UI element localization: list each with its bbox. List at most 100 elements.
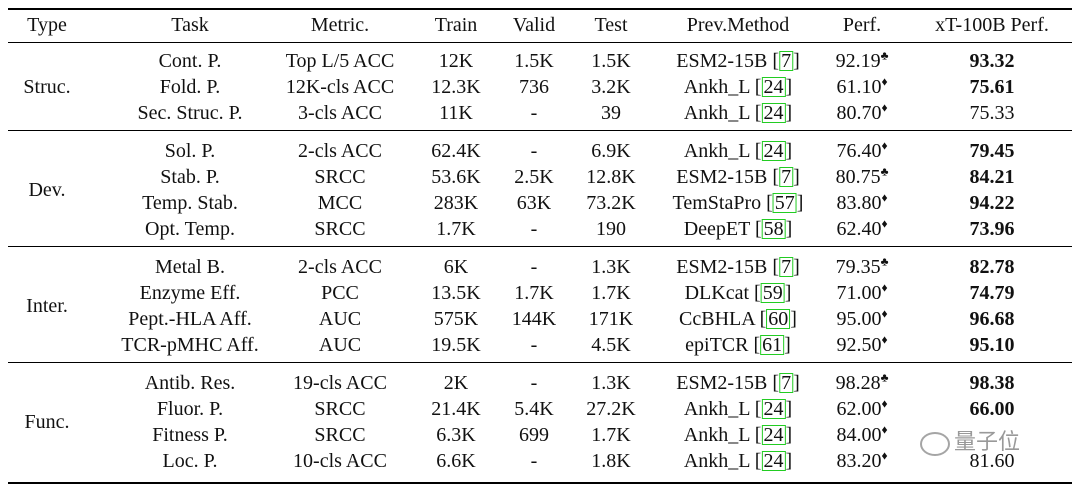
perf-cell: 83.20♦ bbox=[836, 448, 887, 474]
club-icon: ♣ bbox=[880, 164, 889, 179]
xt-perf-cell: 96.68 bbox=[969, 308, 1015, 330]
header-0: Type bbox=[27, 14, 67, 36]
perf-value: 83.20 bbox=[836, 450, 882, 472]
prev-method-cell: ESM2-15B [7] bbox=[676, 50, 800, 72]
diamond-icon: ♦ bbox=[881, 100, 888, 115]
citation-link[interactable]: 7 bbox=[779, 372, 794, 394]
citation-link[interactable]: 61 bbox=[760, 334, 785, 356]
xt-perf-cell: 75.33 bbox=[969, 102, 1015, 124]
diamond-icon: ♦ bbox=[881, 280, 888, 295]
perf-cell: 71.00♦ bbox=[836, 280, 887, 306]
diamond-icon: ♦ bbox=[881, 138, 888, 153]
diamond-icon: ♦ bbox=[881, 190, 888, 205]
club-icon: ♣ bbox=[880, 48, 889, 63]
xt-perf-cell: 66.00 bbox=[969, 398, 1015, 420]
metric-cell: SRCC bbox=[314, 398, 366, 420]
perf-cell: 76.40♦ bbox=[836, 138, 887, 164]
xt-perf-cell: 95.10 bbox=[969, 334, 1015, 356]
train-cell: 1.7K bbox=[436, 218, 476, 240]
prev-method-cell: ESM2-15B [7] bbox=[676, 256, 800, 278]
method-name: Ankh_L bbox=[683, 140, 750, 162]
citation-link[interactable]: 7 bbox=[779, 166, 794, 188]
citation-link[interactable]: 58 bbox=[761, 218, 786, 240]
test-cell: 1.8K bbox=[591, 450, 631, 472]
watermark: 量子位 bbox=[920, 424, 1020, 456]
method-name: Ankh_L bbox=[683, 398, 750, 420]
perf-cell: 84.00♦ bbox=[836, 422, 887, 448]
method-name: DLKcat bbox=[684, 282, 750, 304]
valid-cell: 144K bbox=[511, 308, 557, 330]
wechat-icon bbox=[920, 431, 950, 456]
prev-method-cell: epiTCR [61] bbox=[685, 334, 791, 356]
citation-link[interactable]: 60 bbox=[766, 308, 791, 330]
perf-value: 92.19 bbox=[835, 50, 881, 72]
citation-link[interactable]: 7 bbox=[779, 256, 794, 278]
citation-link[interactable]: 24 bbox=[761, 424, 786, 446]
diamond-icon: ♦ bbox=[881, 396, 888, 411]
train-cell: 11K bbox=[439, 102, 473, 124]
metric-cell: 2-cls ACC bbox=[298, 140, 382, 162]
method-name: Ankh_L bbox=[683, 102, 750, 124]
metric-cell: 10-cls ACC bbox=[293, 450, 387, 472]
citation-link[interactable]: 7 bbox=[779, 50, 794, 72]
test-cell: 1.7K bbox=[591, 282, 631, 304]
perf-value: 98.28 bbox=[835, 372, 881, 394]
method-name: ESM2-15B bbox=[676, 166, 768, 188]
prev-method-cell: ESM2-15B [7] bbox=[676, 372, 800, 394]
group-rule bbox=[8, 130, 1072, 131]
perf-value: 83.80 bbox=[836, 192, 882, 214]
metric-cell: Top L/5 ACC bbox=[285, 50, 395, 72]
metric-cell: SRCC bbox=[314, 166, 366, 188]
test-cell: 4.5K bbox=[591, 334, 631, 356]
citation-link[interactable]: 59 bbox=[760, 282, 785, 304]
test-cell: 1.7K bbox=[591, 424, 631, 446]
test-cell: 27.2K bbox=[586, 398, 636, 420]
citation-link[interactable]: 57 bbox=[772, 192, 797, 214]
task-cell: Loc. P. bbox=[162, 450, 218, 472]
xt-perf-cell: 93.32 bbox=[969, 50, 1015, 72]
prev-method-cell: Ankh_L [24] bbox=[683, 450, 793, 472]
diamond-icon: ♦ bbox=[881, 306, 888, 321]
test-cell: 1.3K bbox=[591, 256, 631, 278]
club-icon: ♣ bbox=[880, 254, 889, 269]
metric-cell: AUC bbox=[318, 334, 362, 356]
prev-method-cell: DeepET [58] bbox=[683, 218, 793, 240]
task-cell: Sec. Struc. P. bbox=[137, 102, 243, 124]
header-rule bbox=[8, 42, 1072, 43]
perf-cell: 92.50♦ bbox=[836, 332, 887, 358]
citation-link[interactable]: 24 bbox=[761, 102, 786, 124]
xt-perf-cell: 81.60 bbox=[969, 450, 1015, 472]
xt-perf-cell: 84.21 bbox=[969, 166, 1015, 188]
citation-link[interactable]: 24 bbox=[761, 398, 786, 420]
citation-link[interactable]: 24 bbox=[761, 450, 786, 472]
header-8: xT-100B Perf. bbox=[935, 14, 1049, 36]
train-cell: 575K bbox=[433, 308, 479, 330]
metric-cell: PCC bbox=[321, 282, 359, 304]
test-cell: 12.8K bbox=[586, 166, 636, 188]
test-cell: 6.9K bbox=[591, 140, 631, 162]
prev-method-cell: DLKcat [59] bbox=[684, 282, 792, 304]
citation-link[interactable]: 24 bbox=[761, 140, 786, 162]
method-name: Ankh_L bbox=[683, 76, 750, 98]
xt-perf-cell: 94.22 bbox=[969, 192, 1015, 214]
valid-cell: 63K bbox=[516, 192, 552, 214]
citation-link[interactable]: 24 bbox=[761, 76, 786, 98]
diamond-icon: ♦ bbox=[881, 74, 888, 89]
prev-method-cell: Ankh_L [24] bbox=[683, 398, 793, 420]
perf-value: 84.00 bbox=[836, 424, 882, 446]
metric-cell: MCC bbox=[317, 192, 363, 214]
task-cell: TCR-pMHC Aff. bbox=[121, 334, 259, 356]
header-4: Valid bbox=[512, 14, 556, 36]
header-7: Perf. bbox=[842, 14, 882, 36]
task-cell: Sol. P. bbox=[164, 140, 216, 162]
valid-cell: - bbox=[530, 140, 538, 162]
train-cell: 6K bbox=[443, 256, 469, 278]
train-cell: 53.6K bbox=[431, 166, 481, 188]
bottom-rule bbox=[8, 482, 1072, 484]
train-cell: 13.5K bbox=[431, 282, 481, 304]
task-cell: Pept.-HLA Aff. bbox=[128, 308, 252, 330]
perf-cell: 95.00♦ bbox=[836, 306, 887, 332]
xt-perf-cell: 75.61 bbox=[969, 76, 1015, 98]
group-type-label: Dev. bbox=[28, 179, 66, 201]
prev-method-cell: Ankh_L [24] bbox=[683, 102, 793, 124]
